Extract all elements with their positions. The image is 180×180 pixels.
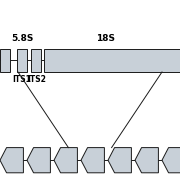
Polygon shape (27, 148, 50, 173)
Text: ITS2: ITS2 (27, 75, 46, 84)
Text: 18S: 18S (96, 34, 115, 43)
Polygon shape (0, 148, 23, 173)
Text: ITS1: ITS1 (13, 75, 32, 84)
Polygon shape (81, 148, 104, 173)
Polygon shape (44, 49, 180, 72)
Polygon shape (0, 49, 10, 72)
Polygon shape (17, 49, 27, 72)
Polygon shape (54, 148, 77, 173)
Text: 5.8S: 5.8S (11, 34, 33, 43)
Polygon shape (162, 148, 180, 173)
Polygon shape (108, 148, 131, 173)
Polygon shape (31, 49, 41, 72)
Polygon shape (135, 148, 158, 173)
